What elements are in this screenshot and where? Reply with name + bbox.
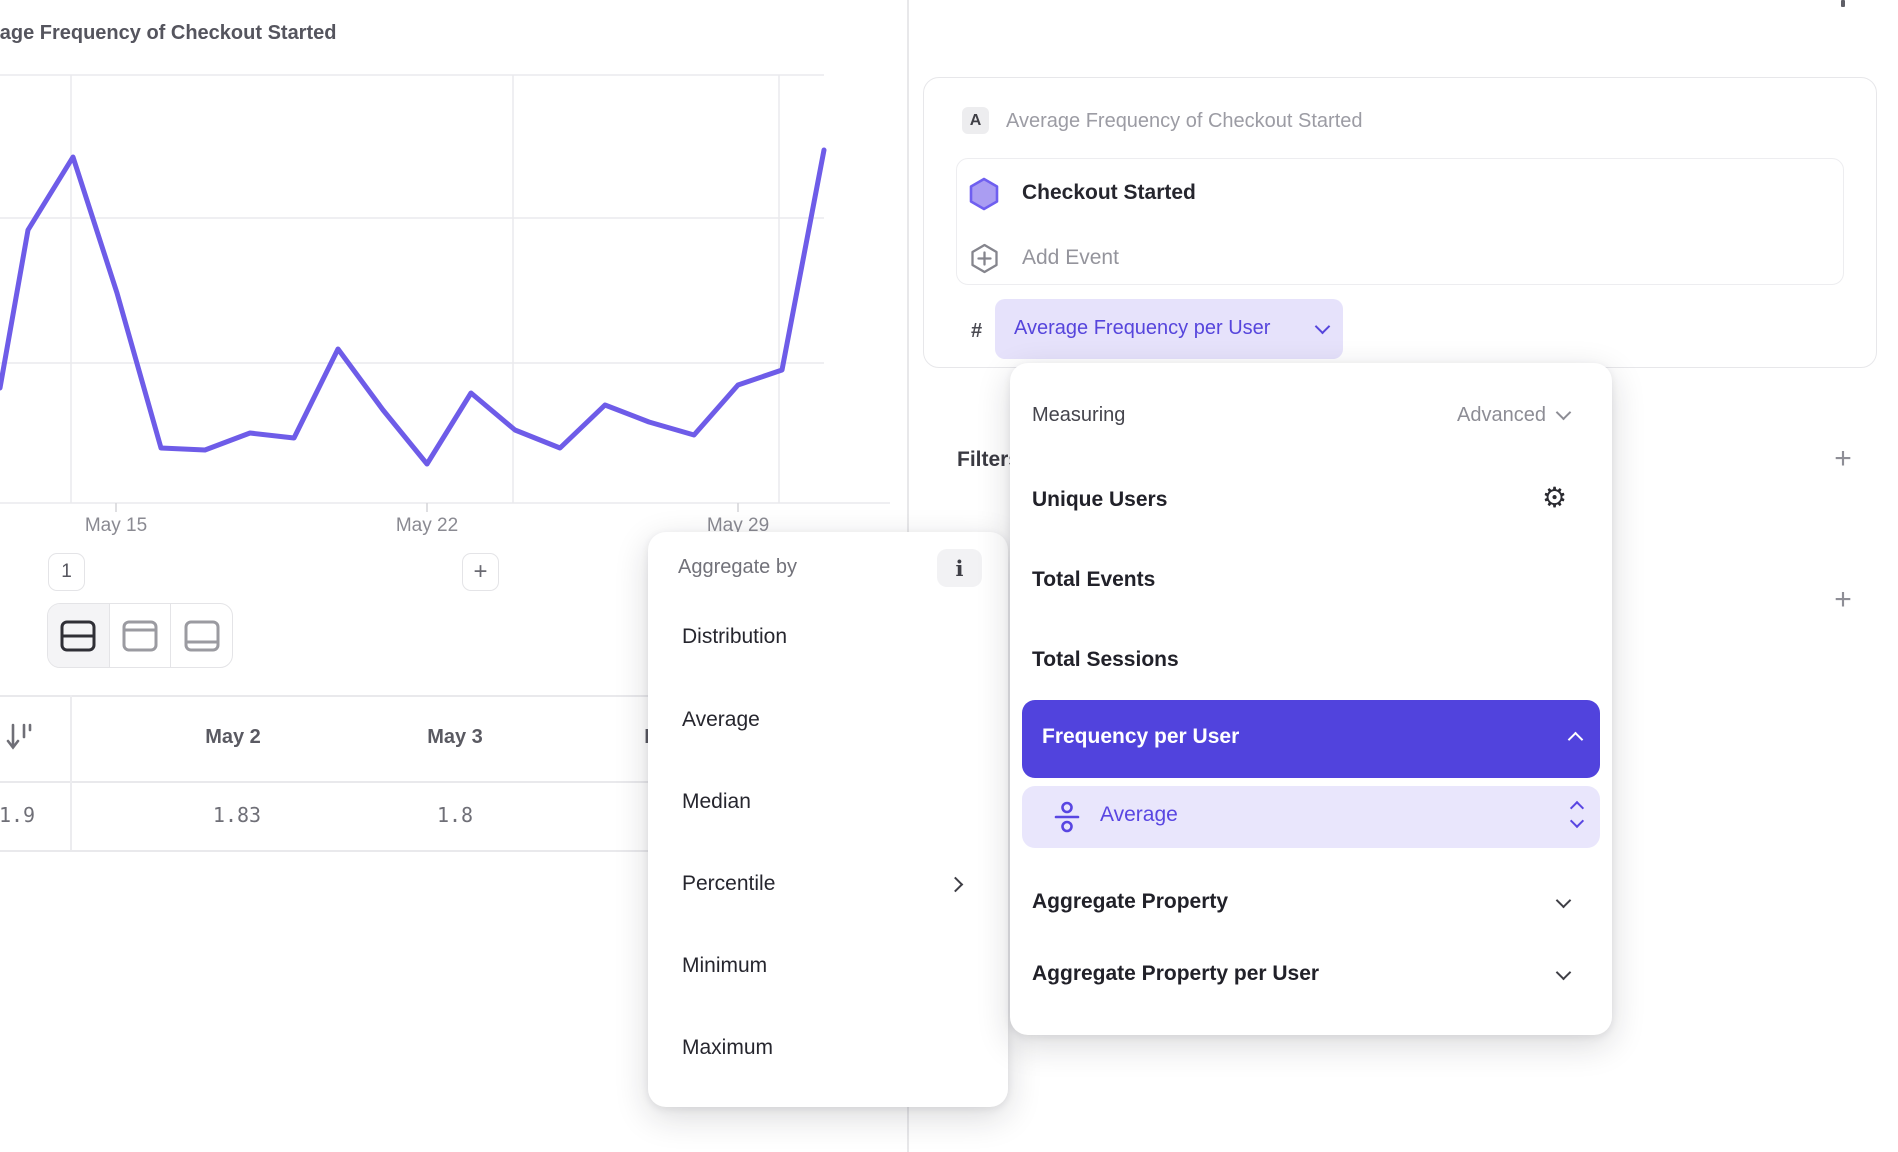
- aggregate-by-title: Aggregate by: [678, 556, 797, 578]
- table-cell: 1.8: [436, 803, 474, 827]
- selected-item-label: Frequency per User: [1042, 725, 1240, 748]
- gear-icon[interactable]: ⚙: [1542, 481, 1568, 514]
- measuring-menu: Measuring Advanced Unique Users ⚙ Total …: [1010, 363, 1612, 1035]
- add-filter-button[interactable]: +: [1834, 442, 1852, 475]
- updown-chevrons-icon: [1569, 800, 1585, 829]
- layout-toggle-group: [47, 603, 233, 668]
- add-metric-icon[interactable]: [1841, 0, 1845, 7]
- table-top-border: [0, 695, 890, 697]
- table-cell: 1.9: [0, 803, 36, 827]
- metrics-heading: Metrics: [951, 0, 1028, 5]
- events-group-card: [956, 158, 1844, 285]
- layout-top-bar-icon[interactable]: [110, 604, 172, 667]
- menu-item-maximum[interactable]: Maximum: [682, 1036, 774, 1059]
- add-chart-button[interactable]: +: [462, 553, 499, 591]
- event-row-checkout-started[interactable]: Checkout Started: [1022, 181, 1196, 204]
- metric-badge: A: [962, 107, 989, 134]
- measurement-dropdown[interactable]: Average Frequency per User: [995, 299, 1343, 359]
- info-icon[interactable]: i: [937, 549, 982, 587]
- add-breakdown-button[interactable]: +: [1834, 583, 1852, 616]
- chevron-down-icon: [1555, 964, 1572, 981]
- menu-item-total-events[interactable]: Total Events: [1032, 568, 1156, 591]
- x-axis-label-may22: May 22: [395, 515, 459, 536]
- menu-item-average[interactable]: Average: [682, 708, 760, 731]
- menu-item-aggregate-property-per-user[interactable]: Aggregate Property per User: [1032, 962, 1320, 985]
- menu-item-minimum[interactable]: Minimum: [682, 954, 768, 977]
- series-page-button[interactable]: 1: [48, 553, 85, 591]
- x-axis-label-may29: May 29: [706, 515, 770, 536]
- chevron-down-icon: [1555, 892, 1572, 909]
- filters-heading: Filters: [957, 448, 1021, 471]
- average-icon: [1054, 801, 1080, 833]
- measurement-dropdown-label: Average Frequency per User: [1014, 317, 1271, 339]
- table-column-separator: [70, 695, 72, 850]
- layout-bottom-bar-icon[interactable]: [171, 604, 232, 667]
- aggregate-by-menu: Aggregate by i Distribution Average Medi…: [648, 532, 1008, 1107]
- menu-item-median[interactable]: Median: [682, 790, 751, 813]
- chevron-down-icon: [1555, 404, 1572, 421]
- table-col-header[interactable]: May 2: [205, 726, 261, 748]
- measurement-hash-icon: #: [971, 320, 983, 342]
- chevron-up-icon: [1567, 731, 1584, 748]
- metric-name-input[interactable]: Average Frequency of Checkout Started: [1006, 110, 1363, 132]
- measuring-label: Measuring: [1032, 404, 1126, 426]
- chevron-right-icon: [947, 876, 964, 893]
- menu-item-total-sessions[interactable]: Total Sessions: [1032, 648, 1179, 671]
- table-row-border: [0, 850, 890, 852]
- menu-item-distribution[interactable]: Distribution: [682, 625, 788, 648]
- chart-title: Average Frequency of Checkout Started: [0, 22, 337, 44]
- advanced-mode-toggle[interactable]: Advanced: [1457, 404, 1572, 427]
- frequency-aggregation-select[interactable]: Average: [1022, 786, 1600, 848]
- layout-split-horizontal-icon[interactable]: [48, 604, 110, 667]
- menu-item-percentile[interactable]: Percentile: [682, 872, 776, 895]
- x-axis-label-may15: May 15: [84, 515, 148, 536]
- sort-icon[interactable]: [6, 721, 32, 753]
- table-cell: 1.83: [212, 803, 262, 827]
- chevron-down-icon: [1314, 318, 1331, 335]
- menu-item-unique-users[interactable]: Unique Users: [1032, 488, 1168, 511]
- frequency-line-chart: [0, 74, 890, 512]
- frequency-aggregation-value: Average: [1100, 803, 1178, 826]
- event-hexagon-icon: [969, 177, 999, 211]
- add-event-button[interactable]: Add Event: [1022, 246, 1119, 269]
- advanced-label: Advanced: [1457, 404, 1546, 426]
- menu-item-aggregate-property[interactable]: Aggregate Property: [1032, 890, 1229, 913]
- table-col-header[interactable]: May 3: [427, 726, 483, 748]
- menu-item-frequency-per-user-selected[interactable]: Frequency per User: [1022, 700, 1600, 778]
- add-event-hexagon-icon: [971, 243, 998, 274]
- table-header-border: [0, 781, 890, 783]
